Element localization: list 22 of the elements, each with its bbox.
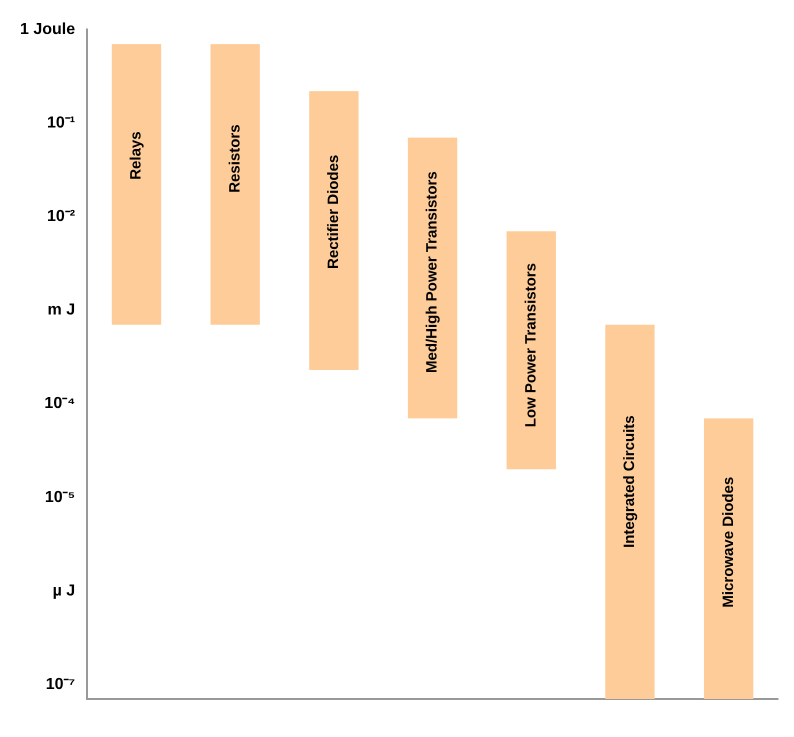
y-tick-label: m J <box>48 302 76 319</box>
y-tick-label: µ J <box>52 582 76 600</box>
x-tick-label: Relays <box>128 131 145 180</box>
x-tick-label: Rectifier Diodes <box>325 154 342 269</box>
y-tick-label: 10⁻⁴ <box>44 395 76 412</box>
y-tick-label: 10⁻¹ <box>47 114 76 132</box>
bar <box>408 138 458 418</box>
y-tick-label: 10⁻⁵ <box>44 488 76 506</box>
bar <box>605 324 655 699</box>
bar <box>704 418 754 699</box>
y-tick-label: 1 Joule <box>20 21 76 38</box>
bar <box>112 44 162 325</box>
x-tick-label: Integrated Circuits <box>621 415 638 548</box>
x-tick-label: Resistors <box>226 124 244 193</box>
x-tick-label: Microwave Diodes <box>720 476 737 608</box>
bar <box>210 44 260 325</box>
bar <box>309 91 359 370</box>
y-tick-label: 10⁻² <box>47 208 76 226</box>
y-tick-label: 10⁻⁷ <box>46 676 76 693</box>
bar <box>506 231 556 470</box>
x-tick-label: Med/High Power Transistors <box>424 171 441 373</box>
x-tick-label: Low Power Transistors <box>522 263 540 428</box>
